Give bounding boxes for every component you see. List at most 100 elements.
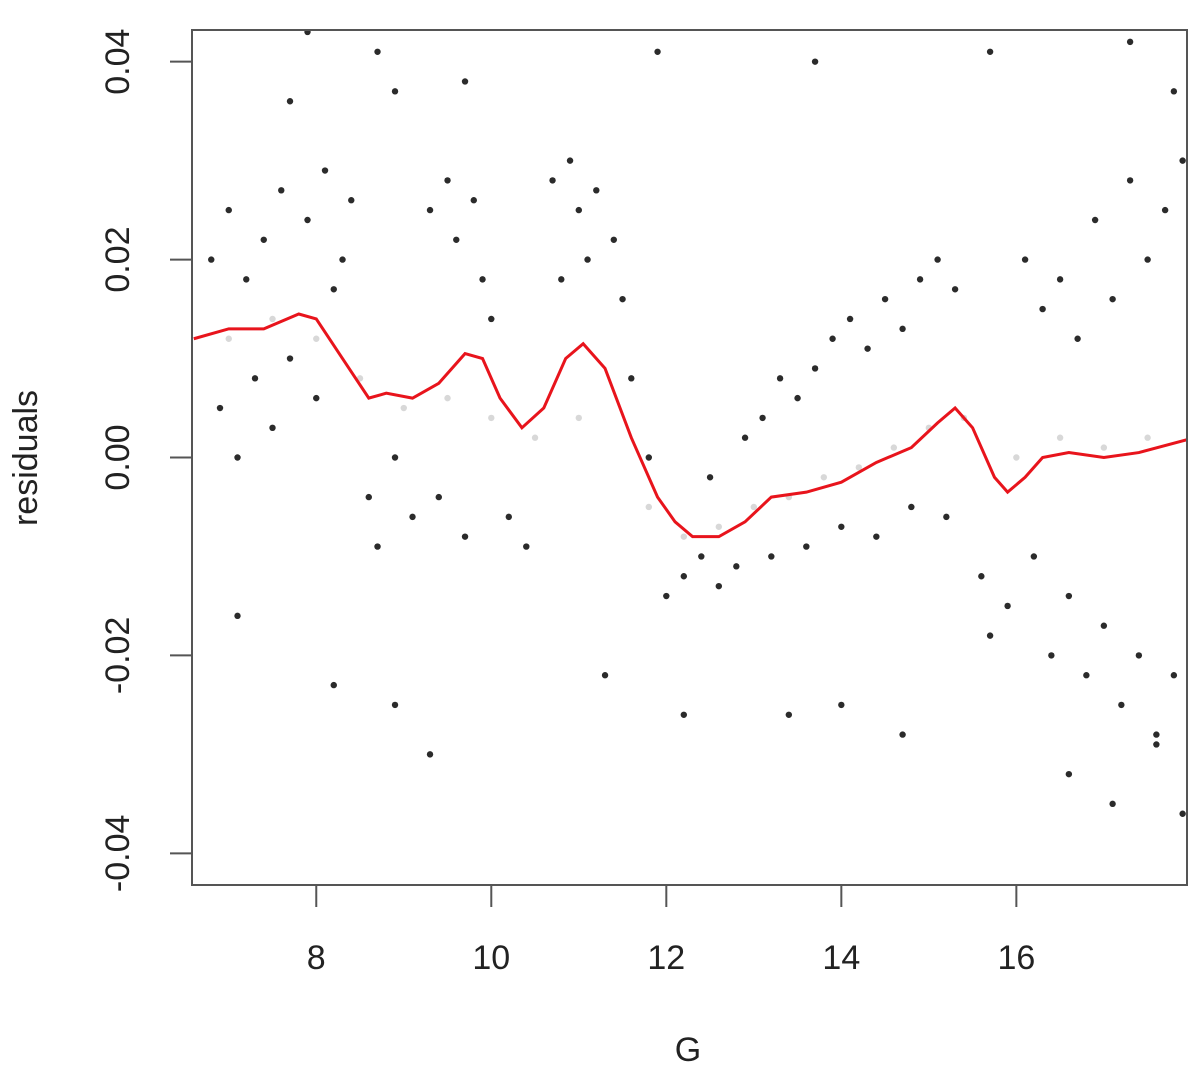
point xyxy=(409,513,416,521)
x-axis-label: G xyxy=(675,1031,701,1069)
point xyxy=(899,731,906,738)
plot-area xyxy=(193,30,1187,817)
point xyxy=(549,177,556,184)
point xyxy=(470,197,477,204)
point xyxy=(374,543,381,550)
point xyxy=(881,295,889,303)
x-tick-label: 8 xyxy=(307,939,326,977)
point xyxy=(1170,88,1178,95)
point xyxy=(1004,602,1011,610)
point xyxy=(304,30,311,36)
point xyxy=(391,88,399,95)
point xyxy=(908,503,915,511)
point xyxy=(951,286,959,293)
point xyxy=(890,444,898,451)
point xyxy=(986,632,994,639)
point xyxy=(348,197,355,204)
point xyxy=(426,206,434,214)
x-tick-label: 16 xyxy=(997,939,1035,977)
point xyxy=(978,573,985,580)
point xyxy=(243,276,250,283)
point xyxy=(645,503,653,511)
plot-frame xyxy=(191,29,1188,886)
point xyxy=(216,404,224,412)
point xyxy=(628,375,635,382)
smooth-line xyxy=(193,312,1187,539)
point xyxy=(663,592,670,600)
point xyxy=(584,256,591,263)
point xyxy=(645,454,653,461)
point xyxy=(479,276,486,283)
point xyxy=(619,295,626,303)
point xyxy=(706,474,714,481)
point xyxy=(715,582,723,590)
point xyxy=(225,335,232,342)
y-tick-label: 0.00 xyxy=(99,424,137,490)
point xyxy=(1065,592,1073,600)
point xyxy=(680,573,688,580)
point xyxy=(461,533,469,540)
point xyxy=(1179,157,1186,164)
point xyxy=(873,533,880,540)
point xyxy=(1056,276,1064,283)
y-tick-label: -0.04 xyxy=(99,815,137,893)
point xyxy=(829,335,836,342)
point xyxy=(1039,305,1046,313)
point xyxy=(750,503,758,511)
point xyxy=(916,276,924,283)
point xyxy=(1021,256,1029,263)
point xyxy=(391,454,399,461)
point xyxy=(523,543,530,550)
point xyxy=(855,464,863,471)
point xyxy=(286,355,294,362)
point xyxy=(304,216,311,224)
point xyxy=(1100,444,1108,451)
x-tick-label: 10 xyxy=(472,939,510,977)
point xyxy=(251,375,259,382)
point xyxy=(1153,741,1160,748)
point xyxy=(899,325,906,333)
point xyxy=(1100,622,1108,629)
x-tick-label: 12 xyxy=(647,939,685,977)
point xyxy=(741,434,749,441)
point xyxy=(269,424,276,432)
point xyxy=(811,365,819,372)
point xyxy=(846,315,854,323)
point xyxy=(1083,672,1090,679)
point xyxy=(1013,454,1020,461)
point xyxy=(803,543,810,550)
point xyxy=(593,187,600,194)
point xyxy=(321,167,329,174)
point xyxy=(776,375,784,382)
point xyxy=(943,513,950,521)
point xyxy=(531,434,539,441)
point xyxy=(444,177,451,184)
point xyxy=(715,523,723,530)
point xyxy=(1161,206,1169,214)
point xyxy=(680,533,688,540)
point xyxy=(566,157,574,164)
point xyxy=(1144,434,1151,441)
point xyxy=(453,236,460,243)
point xyxy=(505,513,512,521)
point xyxy=(575,414,582,422)
point xyxy=(1074,335,1081,342)
point xyxy=(444,394,451,402)
point xyxy=(654,48,661,55)
y-tick-label: 0.04 xyxy=(99,29,137,95)
point xyxy=(1065,770,1073,778)
point xyxy=(1153,731,1160,738)
point xyxy=(234,454,241,461)
point xyxy=(794,394,801,402)
point xyxy=(278,187,285,194)
point xyxy=(558,276,565,283)
point xyxy=(339,256,346,263)
point xyxy=(461,78,469,85)
point xyxy=(260,236,267,243)
point xyxy=(234,612,241,620)
point xyxy=(759,414,766,422)
point xyxy=(1109,800,1116,808)
point xyxy=(1109,295,1116,303)
point xyxy=(391,701,399,709)
